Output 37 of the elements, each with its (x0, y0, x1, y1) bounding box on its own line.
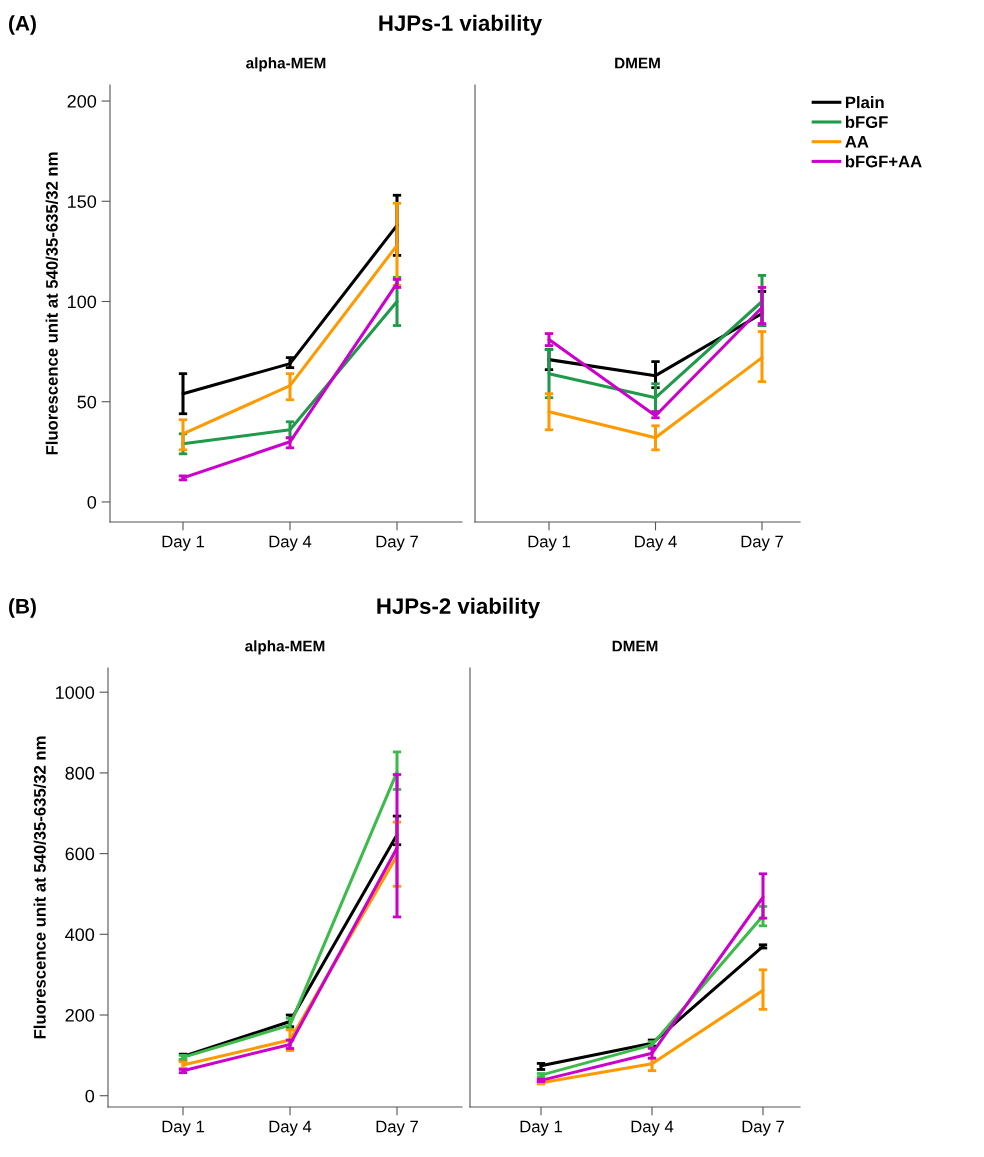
x-tick-label: Day 7 (741, 535, 783, 551)
x-tick-label: Day 7 (376, 1120, 418, 1136)
x-tick-label: Day 4 (631, 1120, 674, 1136)
chart-subtitle: alpha-MEM (246, 57, 326, 72)
y-tick-label: 150 (68, 195, 97, 208)
y-tick-label: 200 (65, 1008, 95, 1022)
y-tick-label: 0 (85, 1089, 95, 1103)
y-tick-label: 100 (68, 295, 97, 309)
x-tick-label: Day 4 (269, 535, 312, 551)
legend-label: bFGF+AA (845, 155, 922, 168)
x-tick-label: Day 7 (376, 535, 418, 551)
chart-subtitle: DMEM (612, 640, 658, 652)
x-tick-label: Day 1 (528, 535, 570, 551)
y-tick-label: 50 (77, 395, 97, 409)
y-tick-label: 600 (65, 847, 95, 861)
y-tick-label: 1000 (56, 686, 95, 699)
x-tick-label: Day 4 (269, 1120, 312, 1136)
legend-label: bFGF (845, 115, 888, 128)
legend-label: AA (845, 136, 869, 148)
x-tick-label: Day 1 (162, 535, 204, 551)
chart-title: HJPs-2 viability (377, 597, 541, 619)
text: (B) (9, 598, 36, 618)
y-tick-label: 0 (87, 495, 97, 509)
text: (A) (9, 15, 36, 35)
x-tick-label: Day 1 (520, 1120, 562, 1136)
y-axis-title: Fluorescence unit at 540/35-635/32 nm (45, 152, 58, 455)
y-tick-label: 800 (65, 766, 95, 780)
chart-subtitle: DMEM (615, 57, 660, 69)
chart-title: HJPs-1 viability (379, 14, 543, 36)
y-axis-title: Fluorescence unit at 540/35-635/32 nm (33, 736, 46, 1039)
y-tick-label: 200 (67, 94, 97, 108)
legend-label: Plain (845, 96, 884, 109)
y-tick-label: 400 (65, 928, 95, 942)
x-tick-label: Day 7 (742, 1120, 784, 1136)
x-tick-label: Day 1 (162, 1120, 204, 1136)
x-tick-label: Day 4 (635, 535, 677, 551)
chart-subtitle: alpha-MEM (245, 640, 325, 655)
